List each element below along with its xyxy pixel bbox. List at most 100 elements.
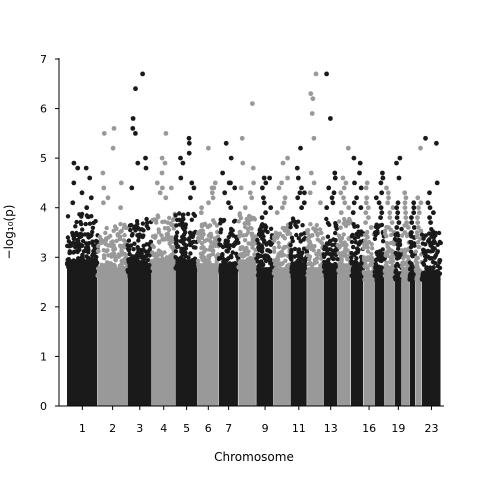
peak-snp-point xyxy=(281,200,287,206)
snp-point xyxy=(174,230,180,235)
peak-snp-point xyxy=(364,195,370,201)
snp-point xyxy=(127,260,132,265)
snp-point xyxy=(301,266,306,272)
peak-snp-point xyxy=(160,185,165,191)
peak-snp-point xyxy=(378,180,384,186)
peak-snp-point xyxy=(261,195,266,201)
snp-point xyxy=(135,257,140,262)
snp-point xyxy=(188,251,193,256)
peak-snp-point xyxy=(159,155,165,161)
snp-point xyxy=(210,270,216,275)
peak-snp-point xyxy=(411,205,417,211)
peak-snp-point xyxy=(222,190,228,196)
peak-snp-point xyxy=(394,160,399,166)
snp-point xyxy=(291,266,296,271)
peak-snp-point xyxy=(376,200,382,206)
peak-snp-point xyxy=(427,190,432,196)
snp-point xyxy=(287,231,293,236)
y-tick-label: 4 xyxy=(40,202,47,215)
snp-point xyxy=(152,217,157,222)
snp-point xyxy=(433,253,439,258)
snp-point xyxy=(227,269,232,274)
snp-point xyxy=(339,242,345,247)
snp-point xyxy=(218,242,223,248)
snp-point xyxy=(157,240,162,245)
peak-snp-point xyxy=(111,125,117,131)
peak-snp-point xyxy=(130,116,136,121)
peak-snp-point xyxy=(282,195,288,201)
snp-point xyxy=(256,245,261,250)
y-tick-label: 3 xyxy=(40,251,47,264)
snp-point xyxy=(224,248,229,254)
chromosome-7-points xyxy=(216,140,241,406)
snp-point xyxy=(252,252,257,257)
x-tick-label: 7 xyxy=(225,422,232,435)
chromosome-18-band xyxy=(384,267,395,406)
snp-point xyxy=(289,247,294,253)
peak-snp-point xyxy=(259,215,265,221)
peak-snp-point xyxy=(297,190,303,196)
snp-point xyxy=(260,268,265,274)
snp-point xyxy=(260,273,266,278)
snp-point xyxy=(214,262,219,267)
snp-point xyxy=(296,247,302,252)
snp-point xyxy=(208,223,213,228)
snp-point xyxy=(330,242,335,248)
snp-point xyxy=(138,269,144,274)
chromosome-15-points xyxy=(349,155,366,406)
snp-point xyxy=(335,257,340,262)
snp-point xyxy=(395,261,400,267)
chromosome-12-band xyxy=(307,267,324,406)
snp-point xyxy=(211,218,216,223)
snp-point xyxy=(74,219,79,225)
snp-point xyxy=(200,253,205,258)
snp-point xyxy=(296,236,301,241)
snp-point xyxy=(207,266,212,272)
snp-point xyxy=(196,262,201,267)
snp-point xyxy=(256,241,261,246)
snp-point xyxy=(110,239,115,244)
snp-point xyxy=(157,261,162,266)
snp-point xyxy=(166,237,171,242)
peak-snp-point xyxy=(129,185,135,191)
snp-point xyxy=(380,239,386,244)
snp-point xyxy=(268,273,273,278)
peak-snp-point xyxy=(285,175,290,181)
snp-point xyxy=(71,259,77,265)
snp-point xyxy=(396,246,401,251)
snp-point xyxy=(71,235,77,241)
peak-snp-point xyxy=(299,185,304,191)
snp-point xyxy=(250,231,255,236)
peak-snp-point xyxy=(71,180,77,186)
snp-point xyxy=(437,271,443,276)
chromosome-4-points xyxy=(149,131,178,406)
snp-point xyxy=(64,261,70,266)
snp-point xyxy=(292,246,298,252)
snp-point xyxy=(316,272,322,278)
snp-point xyxy=(141,243,146,248)
snp-point xyxy=(349,255,354,260)
peak-snp-point xyxy=(180,160,186,166)
peak-snp-point xyxy=(101,185,107,191)
peak-snp-point xyxy=(143,165,149,171)
snp-point xyxy=(264,267,270,272)
snp-point xyxy=(122,233,127,238)
snp-point xyxy=(191,233,196,238)
snp-point xyxy=(249,215,254,220)
peak-snp-point xyxy=(409,215,414,221)
snp-point xyxy=(259,243,264,248)
peak-snp-point xyxy=(168,185,174,191)
snp-point xyxy=(214,223,220,228)
snp-point xyxy=(246,249,251,254)
snp-point xyxy=(208,240,214,245)
snp-point xyxy=(317,227,323,232)
peak-snp-point xyxy=(358,205,364,211)
snp-point xyxy=(421,250,426,255)
snp-point xyxy=(215,229,220,235)
snp-point xyxy=(320,236,326,241)
snp-point xyxy=(437,239,442,245)
snp-point xyxy=(98,265,103,271)
snp-point xyxy=(96,249,101,254)
peak-snp-point xyxy=(178,175,184,181)
peak-snp-point xyxy=(240,160,246,166)
